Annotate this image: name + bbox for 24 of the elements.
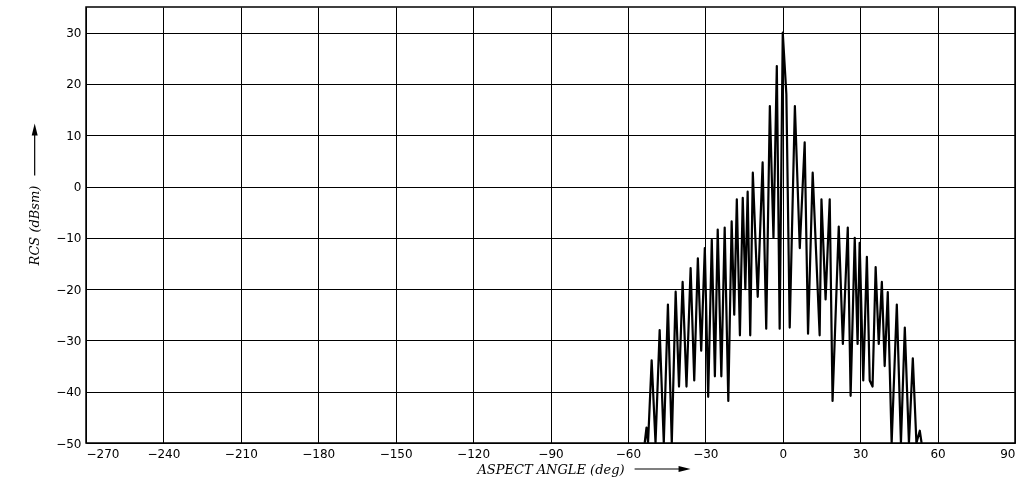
- x-tick-label: −210: [224, 446, 258, 461]
- y-tick-label: 0: [73, 180, 82, 195]
- x-tick-label: −120: [457, 446, 491, 461]
- y-tick-label: −20: [56, 282, 82, 297]
- x-tick-label: −60: [615, 446, 642, 461]
- x-tick-label: −150: [379, 446, 413, 461]
- x-tick-label: −180: [302, 446, 336, 461]
- x-tick-label: −90: [538, 446, 564, 461]
- y-tick-label: −40: [56, 385, 82, 400]
- x-tick-label: 30: [853, 446, 869, 461]
- x-tick-label: 90: [1000, 446, 1016, 461]
- y-tick-label: 10: [66, 128, 82, 143]
- x-tick-label: 0: [779, 446, 788, 461]
- x-tick-label: −30: [693, 446, 719, 461]
- y-tick-label: 20: [66, 77, 82, 92]
- x-axis-title: ASPECT ANGLE (deg): [476, 461, 625, 477]
- y-tick-label: −30: [56, 333, 82, 348]
- x-tick-label: −270: [86, 446, 120, 461]
- x-tick-label: −240: [147, 446, 181, 461]
- y-tick-label: 30: [66, 26, 82, 41]
- x-tick-label: 60: [930, 446, 946, 461]
- y-tick-label: −50: [56, 436, 82, 451]
- y-axis-title: RCS (dBsm): [27, 185, 43, 267]
- y-tick-label: −10: [56, 231, 82, 246]
